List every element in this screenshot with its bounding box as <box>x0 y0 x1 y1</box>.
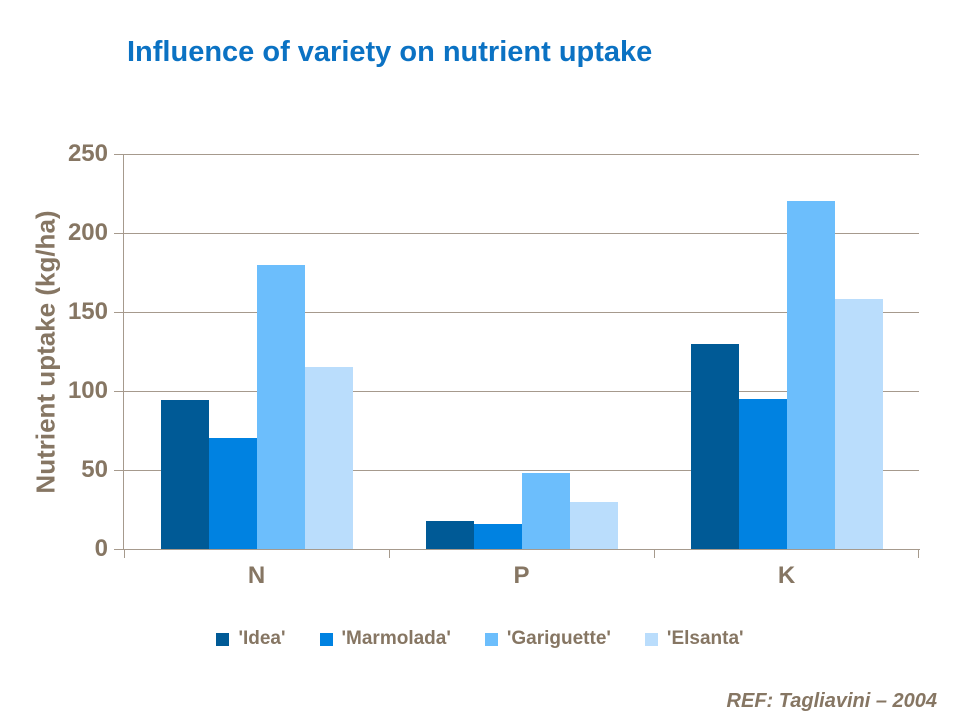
y-tick-label-250: 250 <box>67 140 108 167</box>
y-axis-line <box>123 154 124 550</box>
legend-swatch-icon <box>484 632 498 646</box>
reference-text: REF: Tagliavini – 2004 <box>726 690 937 712</box>
bar-K-Marmolada <box>738 398 787 549</box>
x-tick-3 <box>918 550 919 558</box>
gridline-50 <box>124 470 919 471</box>
y-tick-label-50: 50 <box>81 456 108 483</box>
bar-P-Gariguette <box>521 473 570 549</box>
legend-label: 'Gariguette' <box>506 628 611 649</box>
bar-P-Elsanta <box>569 501 618 549</box>
y-tick-200 <box>114 233 123 234</box>
y-tick-label-200: 200 <box>67 219 108 246</box>
bar-N-Idea <box>160 400 209 549</box>
legend-swatch-icon <box>319 632 333 646</box>
bar-P-Marmolada <box>473 523 522 549</box>
x-tick-1 <box>389 550 390 558</box>
legend-label: 'Idea' <box>238 628 286 649</box>
chart-title: Influence of variety on nutrient uptake <box>127 36 653 68</box>
gridline-250 <box>124 154 919 155</box>
x-category-label-P: P <box>513 562 530 589</box>
bar-N-Gariguette <box>256 264 305 549</box>
legend-swatch-icon <box>644 632 658 646</box>
bar-N-Elsanta <box>304 367 353 549</box>
legend-item-Marmolada: 'Marmolada' <box>319 628 451 650</box>
y-tick-label-100: 100 <box>67 377 108 404</box>
legend-label: 'Elsanta' <box>666 628 744 649</box>
x-category-label-N: N <box>247 562 266 589</box>
y-tick-label-0: 0 <box>94 535 108 562</box>
y-tick-150 <box>114 312 123 313</box>
bar-N-Marmolada <box>208 438 257 549</box>
y-tick-0 <box>114 549 123 550</box>
gridline-200 <box>124 233 919 234</box>
bar-K-Elsanta <box>834 299 883 549</box>
y-tick-100 <box>114 391 123 392</box>
legend: 'Idea' 'Marmolada' 'Gariguette' 'Elsanta' <box>0 628 960 650</box>
bar-P-Idea <box>425 520 474 549</box>
plot-area <box>114 154 920 558</box>
y-tick-label-150: 150 <box>67 298 108 325</box>
bar-K-Idea <box>690 343 739 549</box>
gridline-150 <box>124 312 919 313</box>
y-axis-title: Nutrient uptake (kg/ha) <box>30 210 61 494</box>
x-tick-2 <box>654 550 655 558</box>
legend-item-Gariguette: 'Gariguette' <box>484 628 611 650</box>
x-category-label-K: K <box>777 562 796 589</box>
legend-item-Idea: 'Idea' <box>216 628 286 650</box>
x-tick-0 <box>124 550 125 558</box>
legend-label: 'Marmolada' <box>341 628 451 649</box>
y-tick-250 <box>114 154 123 155</box>
x-axis-line <box>123 549 920 550</box>
bar-K-Gariguette <box>786 201 835 549</box>
gridline-100 <box>124 391 919 392</box>
legend-item-Elsanta: 'Elsanta' <box>644 628 744 650</box>
legend-swatch-icon <box>216 632 230 646</box>
y-tick-50 <box>114 470 123 471</box>
